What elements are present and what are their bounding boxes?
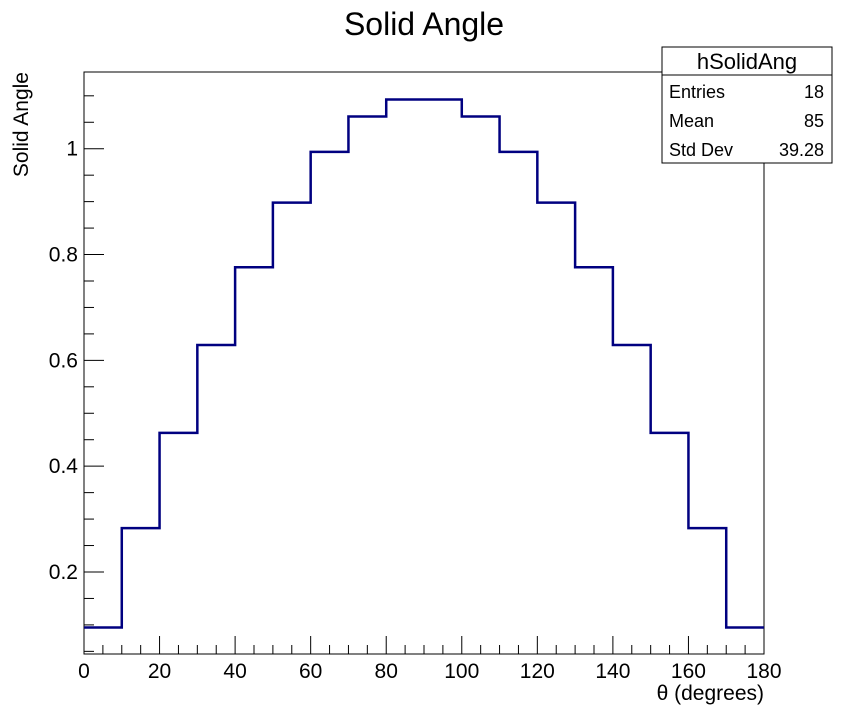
- x-tick-label: 60: [299, 660, 322, 683]
- x-axis: 0 20 40 60 80 100 120 140 160 180: [78, 636, 782, 683]
- stats-row-value: 85: [804, 111, 824, 131]
- x-tick-label: 180: [746, 660, 781, 683]
- y-tick-label: 0.4: [49, 455, 79, 478]
- x-tick-label: 40: [223, 660, 246, 683]
- x-tick-label: 100: [444, 660, 479, 683]
- stats-box-rows: Entries 18 Mean 85 Std Dev 39.28: [669, 82, 824, 160]
- stats-box-frame: [661, 46, 833, 164]
- y-tick-label: 1: [66, 138, 78, 161]
- stats-row-value: 39.28: [779, 140, 824, 160]
- y-tick-label: 0.6: [49, 349, 78, 372]
- x-tick-label: 120: [520, 660, 555, 683]
- x-tick-label: 20: [148, 660, 171, 683]
- stats-row-label: Std Dev: [669, 140, 733, 160]
- y-tick-label: 0.2: [49, 561, 78, 584]
- stats-row-value: 18: [804, 82, 824, 102]
- histogram-series-line: [84, 98, 764, 629]
- stats-row-label: Entries: [669, 82, 725, 102]
- x-tick-label: 80: [375, 660, 398, 683]
- x-axis-label: θ (degrees): [657, 682, 764, 705]
- y-tick-label: 0.8: [49, 244, 78, 267]
- y-axis-label: Solid Angle: [10, 72, 33, 177]
- stats-box-title: hSolidAng: [697, 49, 797, 74]
- y-axis: 0.2 0.4 0.6 0.8 1: [49, 95, 104, 652]
- stats-row-label: Mean: [669, 111, 714, 131]
- x-tick-label: 140: [595, 660, 630, 683]
- stats-box: hSolidAng Entries 18 Mean 85 Std Dev 39.28: [661, 46, 833, 164]
- x-tick-label: 160: [671, 660, 706, 683]
- chart-title: Solid Angle: [344, 6, 504, 42]
- x-tick-label: 0: [78, 660, 90, 683]
